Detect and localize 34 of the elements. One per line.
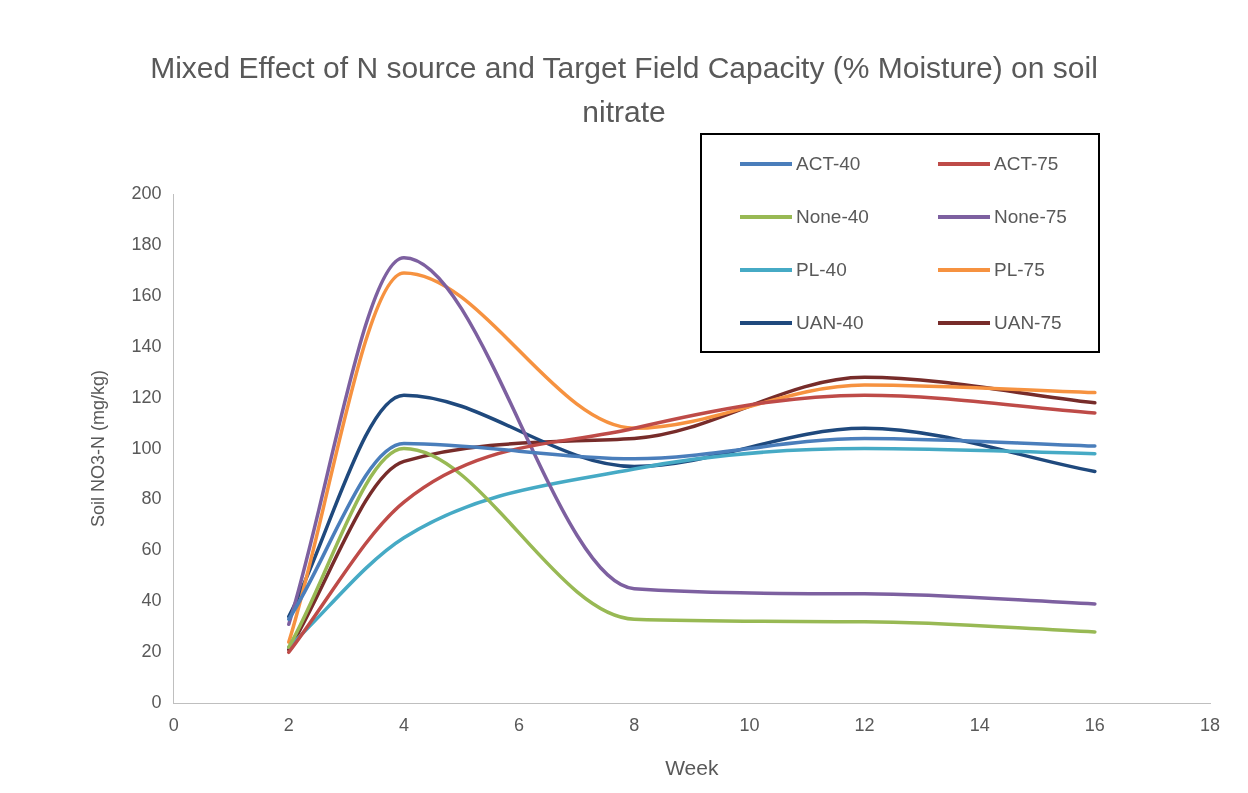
legend-label: None-75 [994, 205, 1067, 228]
x-tick-label: 6 [514, 714, 525, 735]
y-tick-label: 180 [131, 233, 162, 254]
y-tick-label: 20 [141, 641, 162, 662]
x-tick-label: 12 [854, 714, 875, 735]
x-tick-label: 0 [168, 714, 179, 735]
line-series [287, 436, 1097, 621]
y-tick-label: 160 [131, 284, 162, 305]
y-tick-label: 140 [131, 335, 162, 356]
legend-label: ACT-75 [994, 152, 1059, 175]
x-tick-label: 10 [739, 714, 760, 735]
y-axis-title: Soil NO3-N (mg/kg) [87, 370, 108, 528]
y-tick-label: 40 [141, 590, 162, 611]
x-tick-label: 14 [969, 714, 990, 735]
y-tick-label: 0 [151, 692, 162, 713]
x-tick-label: 2 [283, 714, 294, 735]
x-axis-title: Week [665, 756, 719, 780]
x-tick-label: 4 [398, 714, 409, 735]
legend-label: UAN-75 [994, 311, 1062, 334]
legend-label: None-40 [796, 205, 869, 228]
y-tick-label: 200 [131, 182, 162, 203]
x-tick-label: 8 [629, 714, 640, 735]
x-tick-label: 18 [1199, 714, 1221, 735]
legend-label: UAN-40 [796, 311, 864, 334]
y-tick-label: 120 [131, 386, 162, 407]
y-tick-label: 100 [131, 437, 162, 458]
x-tick-label: 16 [1084, 714, 1105, 735]
chart-title: Mixed Effect of N source and Target Field Capacity (% Moisture) on soil nitrate [149, 50, 1099, 130]
line-series [287, 446, 1097, 649]
legend-label: PL-75 [994, 258, 1045, 281]
y-tick-label: 80 [141, 488, 162, 509]
legend-label: PL-40 [796, 258, 847, 281]
y-tick-label: 60 [141, 539, 162, 560]
legend-label: ACT-40 [796, 152, 861, 175]
